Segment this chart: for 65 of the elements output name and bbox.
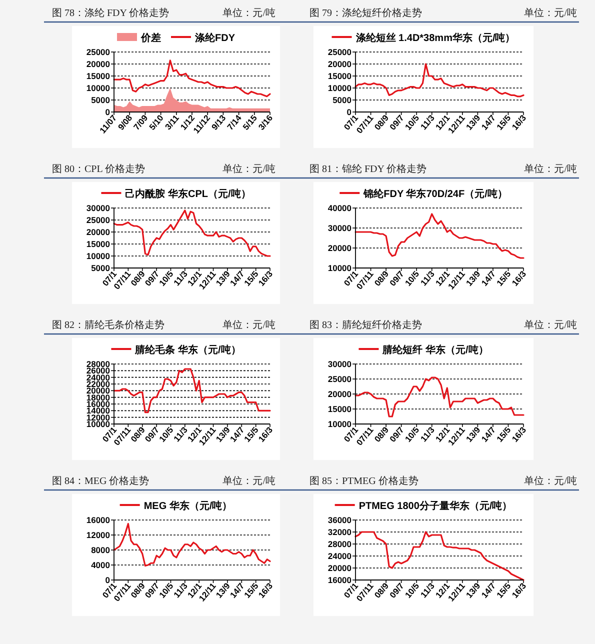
legend-label: 腈纶毛条 华东（元/吨） xyxy=(134,344,241,356)
y-tick-label: 10000 xyxy=(328,263,352,273)
legend-label: PTMEG 1800分子量华东（元/吨） xyxy=(358,500,512,512)
legend-label: 锦纶FDY 华东70D/24F（元/吨） xyxy=(362,188,508,200)
legend-label: 涤纶FDY xyxy=(194,32,236,44)
chart-title: 图 84：MEG 价格走势 xyxy=(52,475,150,487)
y-tick-label: 25000 xyxy=(328,47,352,57)
y-tick-label: 12000 xyxy=(86,530,110,540)
y-tick-label: 16000 xyxy=(328,575,352,585)
chart-title: 图 82：腈纶毛条价格走势 xyxy=(52,319,164,331)
text: 单位：元/吨 xyxy=(524,163,577,175)
y-tick-label: 10000 xyxy=(328,83,352,93)
y-tick-label: 16000 xyxy=(86,515,110,525)
legend-label: 价差 xyxy=(140,32,161,44)
y-tick-label: 20000 xyxy=(328,563,352,573)
y-tick-label: 20000 xyxy=(328,389,352,399)
y-tick-label: 8000 xyxy=(91,545,110,555)
text: 单位：元/吨 xyxy=(524,7,577,19)
y-tick-label: 30000 xyxy=(86,203,110,213)
y-tick-label: 10000 xyxy=(328,419,352,429)
chart-subtitle: 单位：元/吨 xyxy=(222,7,276,19)
chart-subtitle: 单位：元/吨 xyxy=(222,163,276,175)
y-tick-label: 10000 xyxy=(86,83,110,93)
y-tick-label: 5000 xyxy=(91,263,110,273)
y-tick-label: 25000 xyxy=(86,215,110,225)
legend-label: 腈纶短纤 华东（元/吨） xyxy=(382,344,488,356)
chart-subtitle: 单位：元/吨 xyxy=(222,475,276,487)
y-tick-label: 24000 xyxy=(328,551,352,561)
text: 单位：元/吨 xyxy=(524,475,577,487)
text: 单位：元/吨 xyxy=(524,319,577,331)
y-tick-label: 40000 xyxy=(328,203,352,213)
chart-title: 图 81：锦纶 FDY 价格走势 xyxy=(310,163,427,175)
y-tick-label: 20000 xyxy=(328,243,352,253)
y-tick-label: 32000 xyxy=(328,527,352,537)
chart-title: 图 85：PTMEG 价格走势 xyxy=(310,475,418,487)
legend-label: 涤纶短丝 1.4D*38mm华东（元/吨） xyxy=(354,32,516,44)
legend-label: MEG 华东（元/吨） xyxy=(144,500,232,512)
y-tick-label: 15000 xyxy=(86,239,110,249)
y-tick-label: 25000 xyxy=(86,47,110,57)
y-tick-label: 5000 xyxy=(332,95,352,105)
chart-title: 图 78：涤纶 FDY 价格走势 xyxy=(52,7,170,19)
y-tick-label: 28000 xyxy=(328,539,352,549)
chart-subtitle: 单位：元/吨 xyxy=(222,319,276,331)
y-tick-label: 36000 xyxy=(328,515,352,525)
y-tick-label: 15000 xyxy=(328,71,352,81)
y-tick-label: 15000 xyxy=(86,71,110,81)
y-tick-label: 0 xyxy=(105,575,110,585)
y-tick-label: 20000 xyxy=(86,227,110,237)
y-tick-label: 10000 xyxy=(86,251,110,261)
y-tick-label: 25000 xyxy=(328,374,352,384)
chart-title: 图 83：腈纶短纤价格走势 xyxy=(310,319,422,331)
y-tick-label: 15000 xyxy=(328,404,352,414)
y-tick-label: 0 xyxy=(346,107,352,117)
x-tick-label: 3/11 xyxy=(162,112,182,132)
y-tick-label: 28000 xyxy=(86,359,110,369)
y-tick-label: 20000 xyxy=(328,59,352,69)
y-tick-label: 4000 xyxy=(91,560,110,570)
y-tick-label: 5000 xyxy=(91,95,110,105)
y-tick-label: 30000 xyxy=(328,359,352,369)
legend-label: 己内酰胺 华东CPL（元/吨） xyxy=(125,188,251,200)
chart-title: 图 80：CPL 价格走势 xyxy=(52,163,145,175)
chart-title: 图 79：涤纶短纤价格走势 xyxy=(310,7,422,19)
y-tick-label: 20000 xyxy=(86,59,110,69)
y-tick-label: 0 xyxy=(105,107,110,117)
y-tick-label: 30000 xyxy=(328,223,352,233)
